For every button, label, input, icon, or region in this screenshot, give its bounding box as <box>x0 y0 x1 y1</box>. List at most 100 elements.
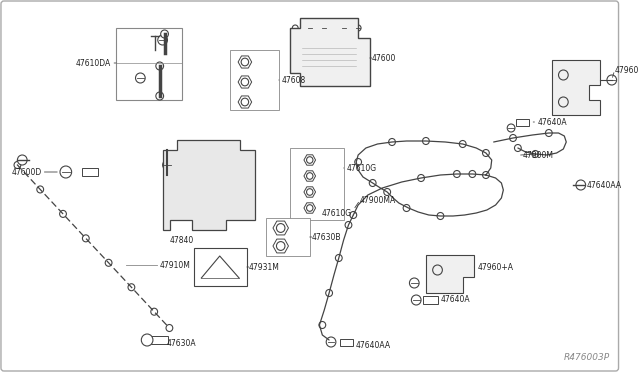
Circle shape <box>454 170 460 177</box>
Circle shape <box>403 205 410 212</box>
Text: 47610G: 47610G <box>321 208 351 218</box>
Text: 47960: 47960 <box>614 65 639 74</box>
Circle shape <box>205 189 217 201</box>
Text: 47600: 47600 <box>372 54 396 62</box>
Circle shape <box>508 124 515 132</box>
Circle shape <box>433 265 442 275</box>
Bar <box>340 339 353 346</box>
Polygon shape <box>238 96 252 108</box>
Circle shape <box>161 30 168 38</box>
Circle shape <box>483 171 490 179</box>
Circle shape <box>178 169 189 181</box>
Polygon shape <box>426 255 474 293</box>
Bar <box>291 148 344 220</box>
Circle shape <box>60 211 67 217</box>
Circle shape <box>369 180 376 186</box>
Circle shape <box>460 141 466 148</box>
Circle shape <box>326 337 336 347</box>
Circle shape <box>345 221 352 228</box>
Circle shape <box>532 151 539 157</box>
Circle shape <box>205 159 217 171</box>
Circle shape <box>128 284 135 291</box>
Text: 47640AA: 47640AA <box>587 180 621 189</box>
Circle shape <box>335 254 342 262</box>
Circle shape <box>483 150 490 157</box>
Circle shape <box>276 241 285 250</box>
Text: 47608: 47608 <box>282 76 306 84</box>
Text: 47630B: 47630B <box>312 232 341 241</box>
Text: 47640AA: 47640AA <box>355 340 390 350</box>
Text: 47900MA: 47900MA <box>360 196 396 205</box>
Text: 47630A: 47630A <box>166 340 196 349</box>
Circle shape <box>241 98 248 106</box>
Circle shape <box>14 161 21 169</box>
Circle shape <box>307 25 313 31</box>
Circle shape <box>509 135 516 141</box>
Polygon shape <box>552 60 600 115</box>
Bar <box>516 119 529 126</box>
Text: 47931M: 47931M <box>249 263 280 272</box>
Circle shape <box>607 75 616 85</box>
Text: 47610G: 47610G <box>346 164 377 173</box>
Bar <box>230 50 279 110</box>
Circle shape <box>292 25 298 31</box>
Circle shape <box>163 160 172 170</box>
Circle shape <box>136 73 145 83</box>
Circle shape <box>241 58 248 66</box>
Text: 47900M: 47900M <box>523 151 554 160</box>
Circle shape <box>384 189 390 196</box>
Circle shape <box>83 235 89 242</box>
Bar <box>116 28 182 100</box>
Circle shape <box>307 205 313 211</box>
Circle shape <box>559 97 568 107</box>
Bar <box>193 248 247 286</box>
Polygon shape <box>304 203 316 213</box>
Circle shape <box>307 157 313 163</box>
Circle shape <box>437 212 444 219</box>
Text: 47600D: 47600D <box>12 167 42 176</box>
Text: 47640A: 47640A <box>537 118 567 126</box>
Polygon shape <box>273 239 289 253</box>
Circle shape <box>576 180 586 190</box>
Polygon shape <box>163 140 255 230</box>
Bar <box>83 168 98 176</box>
Circle shape <box>545 129 552 137</box>
Circle shape <box>156 92 164 100</box>
Circle shape <box>307 189 313 195</box>
Circle shape <box>229 169 241 181</box>
Bar <box>151 336 168 344</box>
Polygon shape <box>304 187 316 197</box>
Text: 47640A: 47640A <box>440 295 470 305</box>
Circle shape <box>422 138 429 144</box>
Text: 47610DA: 47610DA <box>76 58 111 67</box>
Circle shape <box>17 155 27 165</box>
Text: 47960+A: 47960+A <box>477 263 513 272</box>
Circle shape <box>412 295 421 305</box>
Circle shape <box>350 212 356 218</box>
Bar <box>266 218 310 256</box>
Circle shape <box>326 289 333 296</box>
Circle shape <box>515 144 521 151</box>
Circle shape <box>276 224 285 232</box>
Polygon shape <box>304 155 316 165</box>
Circle shape <box>166 324 173 331</box>
Circle shape <box>141 334 153 346</box>
Circle shape <box>559 70 568 80</box>
Circle shape <box>105 259 112 266</box>
Circle shape <box>321 25 327 31</box>
Polygon shape <box>291 18 370 86</box>
Circle shape <box>37 186 44 193</box>
Circle shape <box>158 35 168 45</box>
Circle shape <box>469 170 476 177</box>
Circle shape <box>178 199 189 211</box>
Text: R476003P: R476003P <box>564 353 610 362</box>
Circle shape <box>355 158 362 166</box>
Polygon shape <box>238 76 252 88</box>
Text: 47840: 47840 <box>170 235 194 244</box>
Text: 47910M: 47910M <box>160 260 191 269</box>
Circle shape <box>418 174 424 182</box>
Circle shape <box>241 78 248 86</box>
FancyBboxPatch shape <box>1 1 618 371</box>
Bar <box>423 296 438 304</box>
Circle shape <box>156 62 164 70</box>
